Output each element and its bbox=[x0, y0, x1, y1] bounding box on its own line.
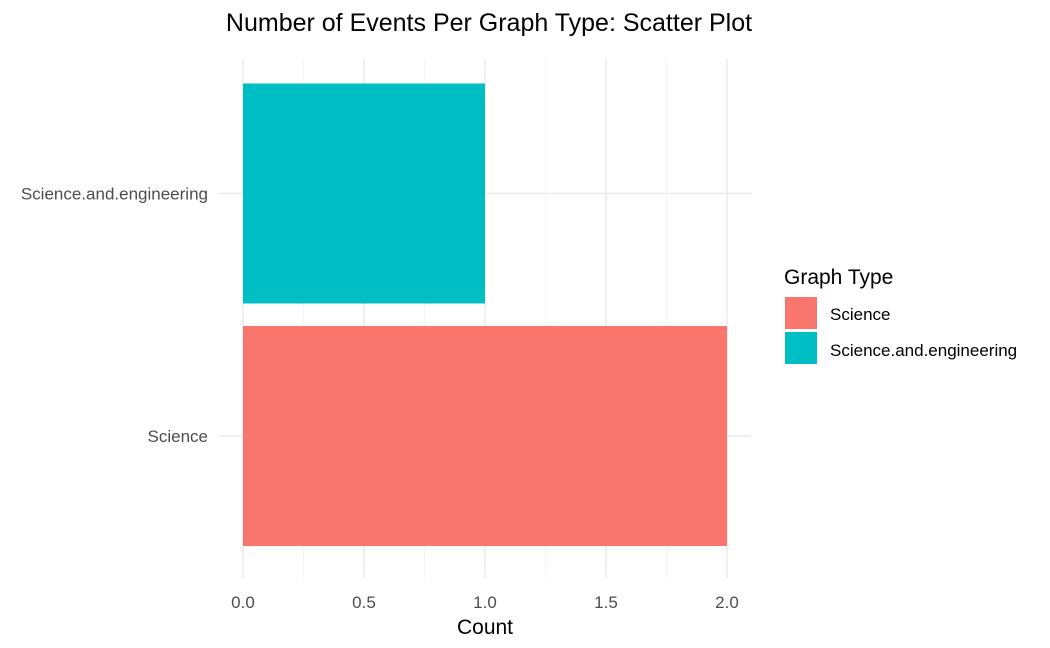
legend: Graph Type Science Science.and.engineeri… bbox=[784, 266, 1017, 364]
chart-title: Number of Events Per Graph Type: Scatter… bbox=[226, 9, 752, 37]
x-tick-label: 1.5 bbox=[594, 593, 618, 612]
x-ticks: 0.0 0.5 1.0 1.5 2.0 bbox=[231, 593, 739, 612]
bar bbox=[243, 83, 485, 304]
x-axis-title: Count bbox=[457, 616, 513, 639]
x-tick-label: 1.0 bbox=[473, 593, 497, 612]
bars bbox=[243, 83, 727, 546]
bar bbox=[243, 326, 727, 546]
legend-swatch-science bbox=[785, 297, 817, 329]
y-tick-label: Science bbox=[148, 427, 208, 446]
legend-label-science-and-engineering: Science.and.engineering bbox=[830, 341, 1017, 360]
x-tick-label: 2.0 bbox=[715, 593, 739, 612]
x-tick-label: 0.5 bbox=[352, 593, 376, 612]
legend-title: Graph Type bbox=[784, 266, 893, 289]
legend-label-science: Science bbox=[830, 305, 890, 324]
legend-swatch-science-and-engineering bbox=[785, 332, 817, 364]
x-tick-label: 0.0 bbox=[231, 593, 255, 612]
y-tick-labels: Science Science.and.engineering bbox=[21, 185, 208, 447]
y-tick-label: Science.and.engineering bbox=[21, 185, 208, 204]
